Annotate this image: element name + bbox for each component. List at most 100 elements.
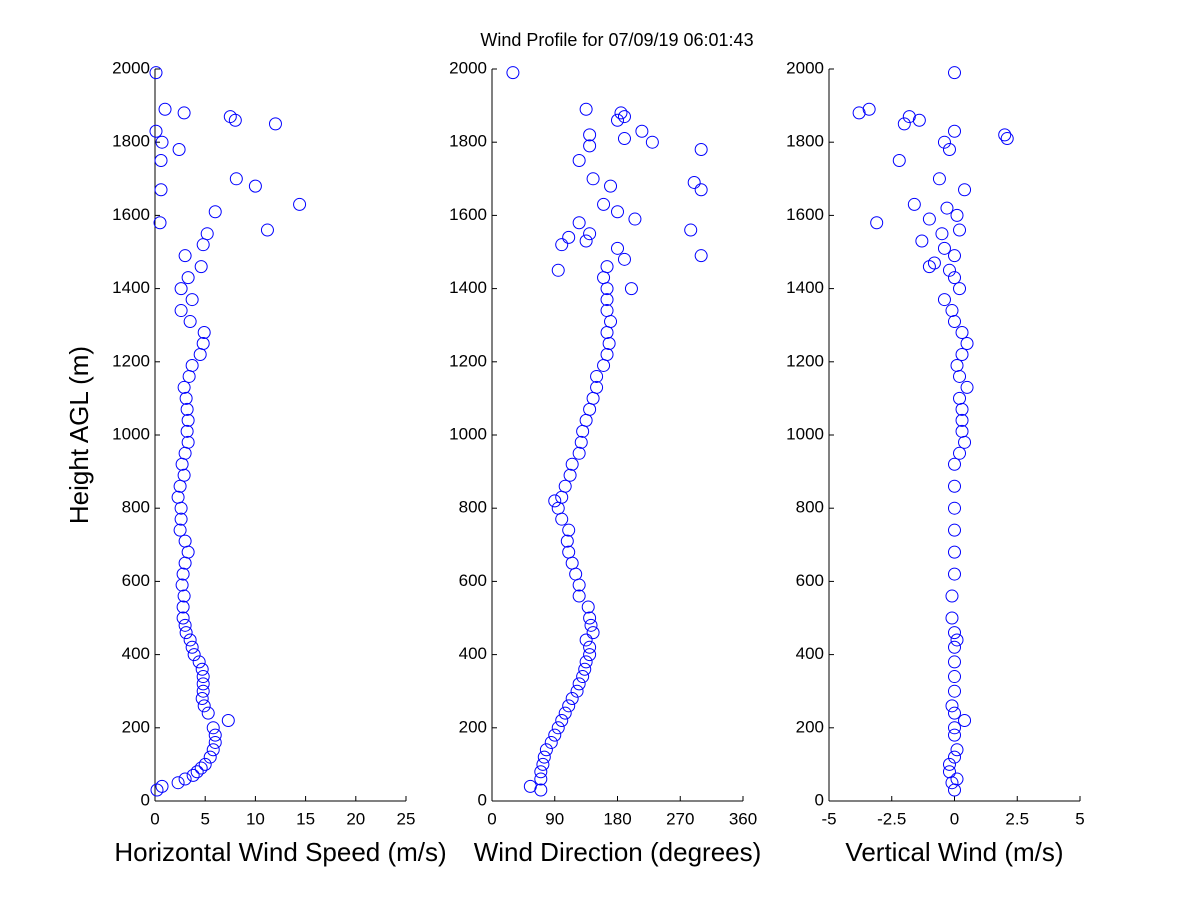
point bbox=[185, 358, 199, 372]
point bbox=[590, 380, 604, 394]
point bbox=[149, 124, 163, 138]
point bbox=[945, 611, 959, 625]
point bbox=[195, 692, 209, 706]
y-tick-label: 0 bbox=[815, 790, 824, 809]
point bbox=[229, 172, 243, 186]
point bbox=[223, 110, 237, 124]
point bbox=[565, 692, 579, 706]
y-tick-label: 1000 bbox=[786, 424, 824, 443]
point bbox=[583, 640, 597, 654]
point bbox=[193, 347, 207, 361]
point bbox=[174, 501, 188, 515]
x-axis-label: Horizontal Wind Speed (m/s) bbox=[114, 837, 446, 867]
y-tick-label: 1800 bbox=[112, 132, 150, 151]
point bbox=[562, 699, 576, 713]
point bbox=[155, 779, 169, 793]
point bbox=[604, 179, 618, 193]
point bbox=[190, 765, 204, 779]
point bbox=[562, 545, 576, 559]
point bbox=[942, 757, 956, 771]
point bbox=[194, 260, 208, 274]
y-tick-label: 1600 bbox=[449, 205, 487, 224]
x-tick-label: -5 bbox=[821, 809, 836, 828]
point bbox=[948, 545, 961, 559]
y-tick-label: 800 bbox=[459, 498, 487, 517]
y-tick-label: 1400 bbox=[449, 278, 487, 297]
point bbox=[948, 750, 961, 764]
point bbox=[576, 670, 590, 684]
point bbox=[195, 662, 209, 676]
point bbox=[574, 435, 588, 449]
point bbox=[611, 241, 624, 255]
point bbox=[579, 633, 593, 647]
point bbox=[563, 468, 577, 482]
point bbox=[178, 534, 192, 548]
point bbox=[576, 424, 590, 438]
y-tick-label: 2000 bbox=[786, 58, 824, 77]
point bbox=[583, 139, 597, 153]
x-tick-label: 2.5 bbox=[1005, 809, 1029, 828]
y-tick-label: 600 bbox=[459, 571, 487, 590]
y-tick-label: 1400 bbox=[112, 278, 150, 297]
y-tick-label: 0 bbox=[478, 790, 487, 809]
point bbox=[176, 600, 190, 614]
point bbox=[548, 494, 562, 508]
point bbox=[584, 618, 598, 632]
point bbox=[177, 589, 191, 603]
point bbox=[694, 183, 708, 197]
point bbox=[196, 677, 210, 691]
y-tick-label: 2000 bbox=[449, 58, 487, 77]
point bbox=[870, 216, 884, 230]
point bbox=[534, 772, 548, 786]
point bbox=[948, 66, 961, 80]
point bbox=[172, 143, 186, 157]
point bbox=[179, 391, 193, 405]
point bbox=[583, 402, 597, 416]
point bbox=[948, 501, 961, 515]
point bbox=[600, 304, 614, 318]
point bbox=[953, 369, 967, 383]
point bbox=[178, 446, 192, 460]
point bbox=[181, 545, 195, 559]
point bbox=[617, 252, 631, 266]
point bbox=[154, 183, 168, 197]
point bbox=[537, 750, 551, 764]
x-tick-label: 180 bbox=[603, 809, 631, 828]
y-tick-label: 1200 bbox=[786, 351, 824, 370]
point bbox=[960, 337, 974, 350]
point bbox=[950, 633, 964, 647]
point bbox=[181, 271, 195, 285]
point bbox=[186, 768, 200, 782]
y-tick-label: 400 bbox=[796, 644, 824, 663]
point bbox=[624, 282, 638, 296]
point bbox=[948, 315, 961, 329]
point bbox=[922, 260, 936, 274]
x-tick-label: 5 bbox=[1075, 809, 1084, 828]
point bbox=[194, 761, 208, 775]
point bbox=[611, 113, 624, 127]
point bbox=[534, 765, 548, 779]
point bbox=[544, 735, 558, 749]
x-tick-label: 0 bbox=[950, 809, 959, 828]
x-tick-label: 90 bbox=[545, 809, 564, 828]
point bbox=[208, 205, 222, 219]
point bbox=[945, 304, 959, 318]
point bbox=[948, 457, 961, 471]
point bbox=[950, 772, 964, 786]
point bbox=[852, 106, 866, 120]
point bbox=[178, 772, 192, 786]
point bbox=[155, 135, 169, 149]
point bbox=[173, 479, 187, 493]
point bbox=[562, 230, 576, 244]
point bbox=[953, 391, 967, 405]
point bbox=[953, 223, 967, 237]
y-tick-label: 1400 bbox=[786, 278, 824, 297]
point bbox=[154, 154, 168, 167]
figure-title: Wind Profile for 07/09/19 06:01:43 bbox=[480, 30, 753, 50]
x-tick-label: 10 bbox=[246, 809, 265, 828]
point bbox=[955, 326, 969, 340]
point bbox=[958, 713, 972, 727]
point bbox=[201, 706, 215, 720]
point bbox=[572, 154, 586, 167]
